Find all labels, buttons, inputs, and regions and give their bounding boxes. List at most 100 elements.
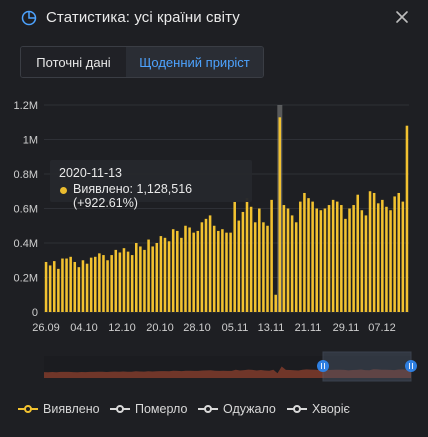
bar — [143, 249, 146, 312]
bar — [106, 260, 109, 312]
close-icon[interactable] — [394, 9, 410, 25]
bar — [48, 265, 52, 312]
bar — [344, 218, 347, 312]
bar — [352, 205, 355, 312]
bar — [122, 248, 126, 312]
bar — [176, 230, 179, 312]
legend-item-deaths[interactable]: Померло — [110, 399, 187, 419]
legend-marker-icon — [198, 405, 218, 413]
x-tick-label: 04.10 — [70, 322, 98, 334]
y-tick-label: 0.4M — [14, 238, 38, 250]
bar — [294, 222, 298, 312]
bar — [274, 294, 277, 312]
y-tick-label: 1.2M — [14, 100, 38, 112]
bar — [196, 230, 200, 312]
navigator-area — [44, 366, 411, 378]
bar — [204, 218, 208, 312]
bar — [303, 192, 306, 312]
legend-label: Хворіє — [312, 402, 350, 416]
legend-label: Померло — [135, 402, 188, 416]
tooltip-value: Виявлено: 1,128,516 (+922.61%) — [73, 182, 193, 210]
navigator-selection — [322, 351, 412, 382]
dialog-title: Статистика: усі країни світу — [46, 9, 240, 26]
y-tick-label: 0.2M — [14, 273, 38, 285]
legend-item-active[interactable]: Хворіє — [287, 399, 350, 419]
bar — [52, 261, 56, 312]
bar — [286, 208, 290, 312]
bar — [249, 206, 253, 312]
tooltip-series-dot — [60, 187, 67, 194]
bar — [89, 257, 93, 312]
bar — [221, 229, 224, 312]
bar — [171, 229, 175, 312]
bar — [118, 252, 122, 312]
bar — [151, 246, 154, 312]
bar — [61, 258, 64, 312]
bar — [57, 268, 60, 312]
bar — [278, 117, 282, 312]
legend-item-recovered[interactable]: Одужало — [198, 399, 276, 419]
bar — [266, 225, 269, 312]
navigator-handle-right[interactable] — [405, 360, 417, 372]
x-tick-label: 29.11 — [333, 322, 360, 334]
bar — [98, 253, 101, 312]
bar — [393, 196, 396, 312]
bar — [348, 208, 351, 312]
bar — [73, 261, 77, 312]
daily-cases-chart: 0 0.2M 0.4M 0.6M 0.8M 1M 1.2M 26.09 04.10 12.10 20… — [14, 100, 417, 382]
y-tick-label: 0 — [32, 307, 38, 319]
bar — [233, 201, 236, 312]
bar — [208, 215, 212, 312]
bar — [331, 199, 335, 312]
bar — [319, 210, 323, 312]
bar — [401, 201, 405, 312]
bar — [200, 222, 204, 312]
bar — [299, 201, 302, 312]
legend-marker-icon — [287, 405, 307, 413]
bar — [258, 208, 261, 312]
bar — [192, 232, 195, 312]
bar — [340, 205, 343, 312]
y-tick-label: 0.8M — [14, 169, 38, 181]
bar — [81, 260, 85, 312]
bar — [155, 243, 159, 312]
bar — [85, 263, 89, 312]
bar — [44, 261, 48, 312]
bar — [93, 256, 97, 312]
bar — [245, 198, 249, 312]
bar — [77, 267, 81, 312]
bar — [270, 199, 273, 312]
bar — [69, 256, 72, 312]
y-tick-label: 0.6M — [14, 204, 38, 216]
bar — [323, 208, 327, 312]
x-tick-label: 12.10 — [108, 322, 136, 334]
bar — [253, 222, 257, 312]
bar — [385, 206, 388, 312]
legend-marker-icon — [110, 405, 130, 413]
view-tabs: Поточні дані Щоденний приріст — [20, 46, 264, 78]
bar — [188, 227, 191, 312]
bar — [130, 255, 134, 312]
bar — [389, 210, 392, 312]
bar — [364, 215, 368, 312]
pie-chart-icon — [21, 10, 37, 26]
bar — [212, 225, 216, 312]
bar — [241, 211, 245, 312]
bar — [397, 192, 401, 312]
bar — [180, 237, 183, 312]
y-tick-label: 1M — [23, 135, 38, 147]
bar — [159, 236, 163, 312]
bar — [167, 241, 171, 312]
x-tick-label: 20.10 — [146, 322, 174, 334]
legend-marker-icon — [18, 405, 38, 413]
tab-daily-growth[interactable]: Щоденний приріст — [126, 47, 263, 77]
legend-label: Одужало — [223, 402, 276, 416]
x-tick-label: 07.12 — [368, 322, 396, 334]
x-tick-label: 21.11 — [295, 322, 322, 334]
tooltip-date: 2020-11-13 — [59, 166, 123, 180]
tab-current-data[interactable]: Поточні дані — [21, 47, 126, 77]
bar — [381, 199, 384, 312]
legend-item-detected[interactable]: Виявлено — [18, 399, 100, 419]
navigator-handle-left[interactable] — [317, 360, 329, 372]
bar — [307, 198, 310, 312]
